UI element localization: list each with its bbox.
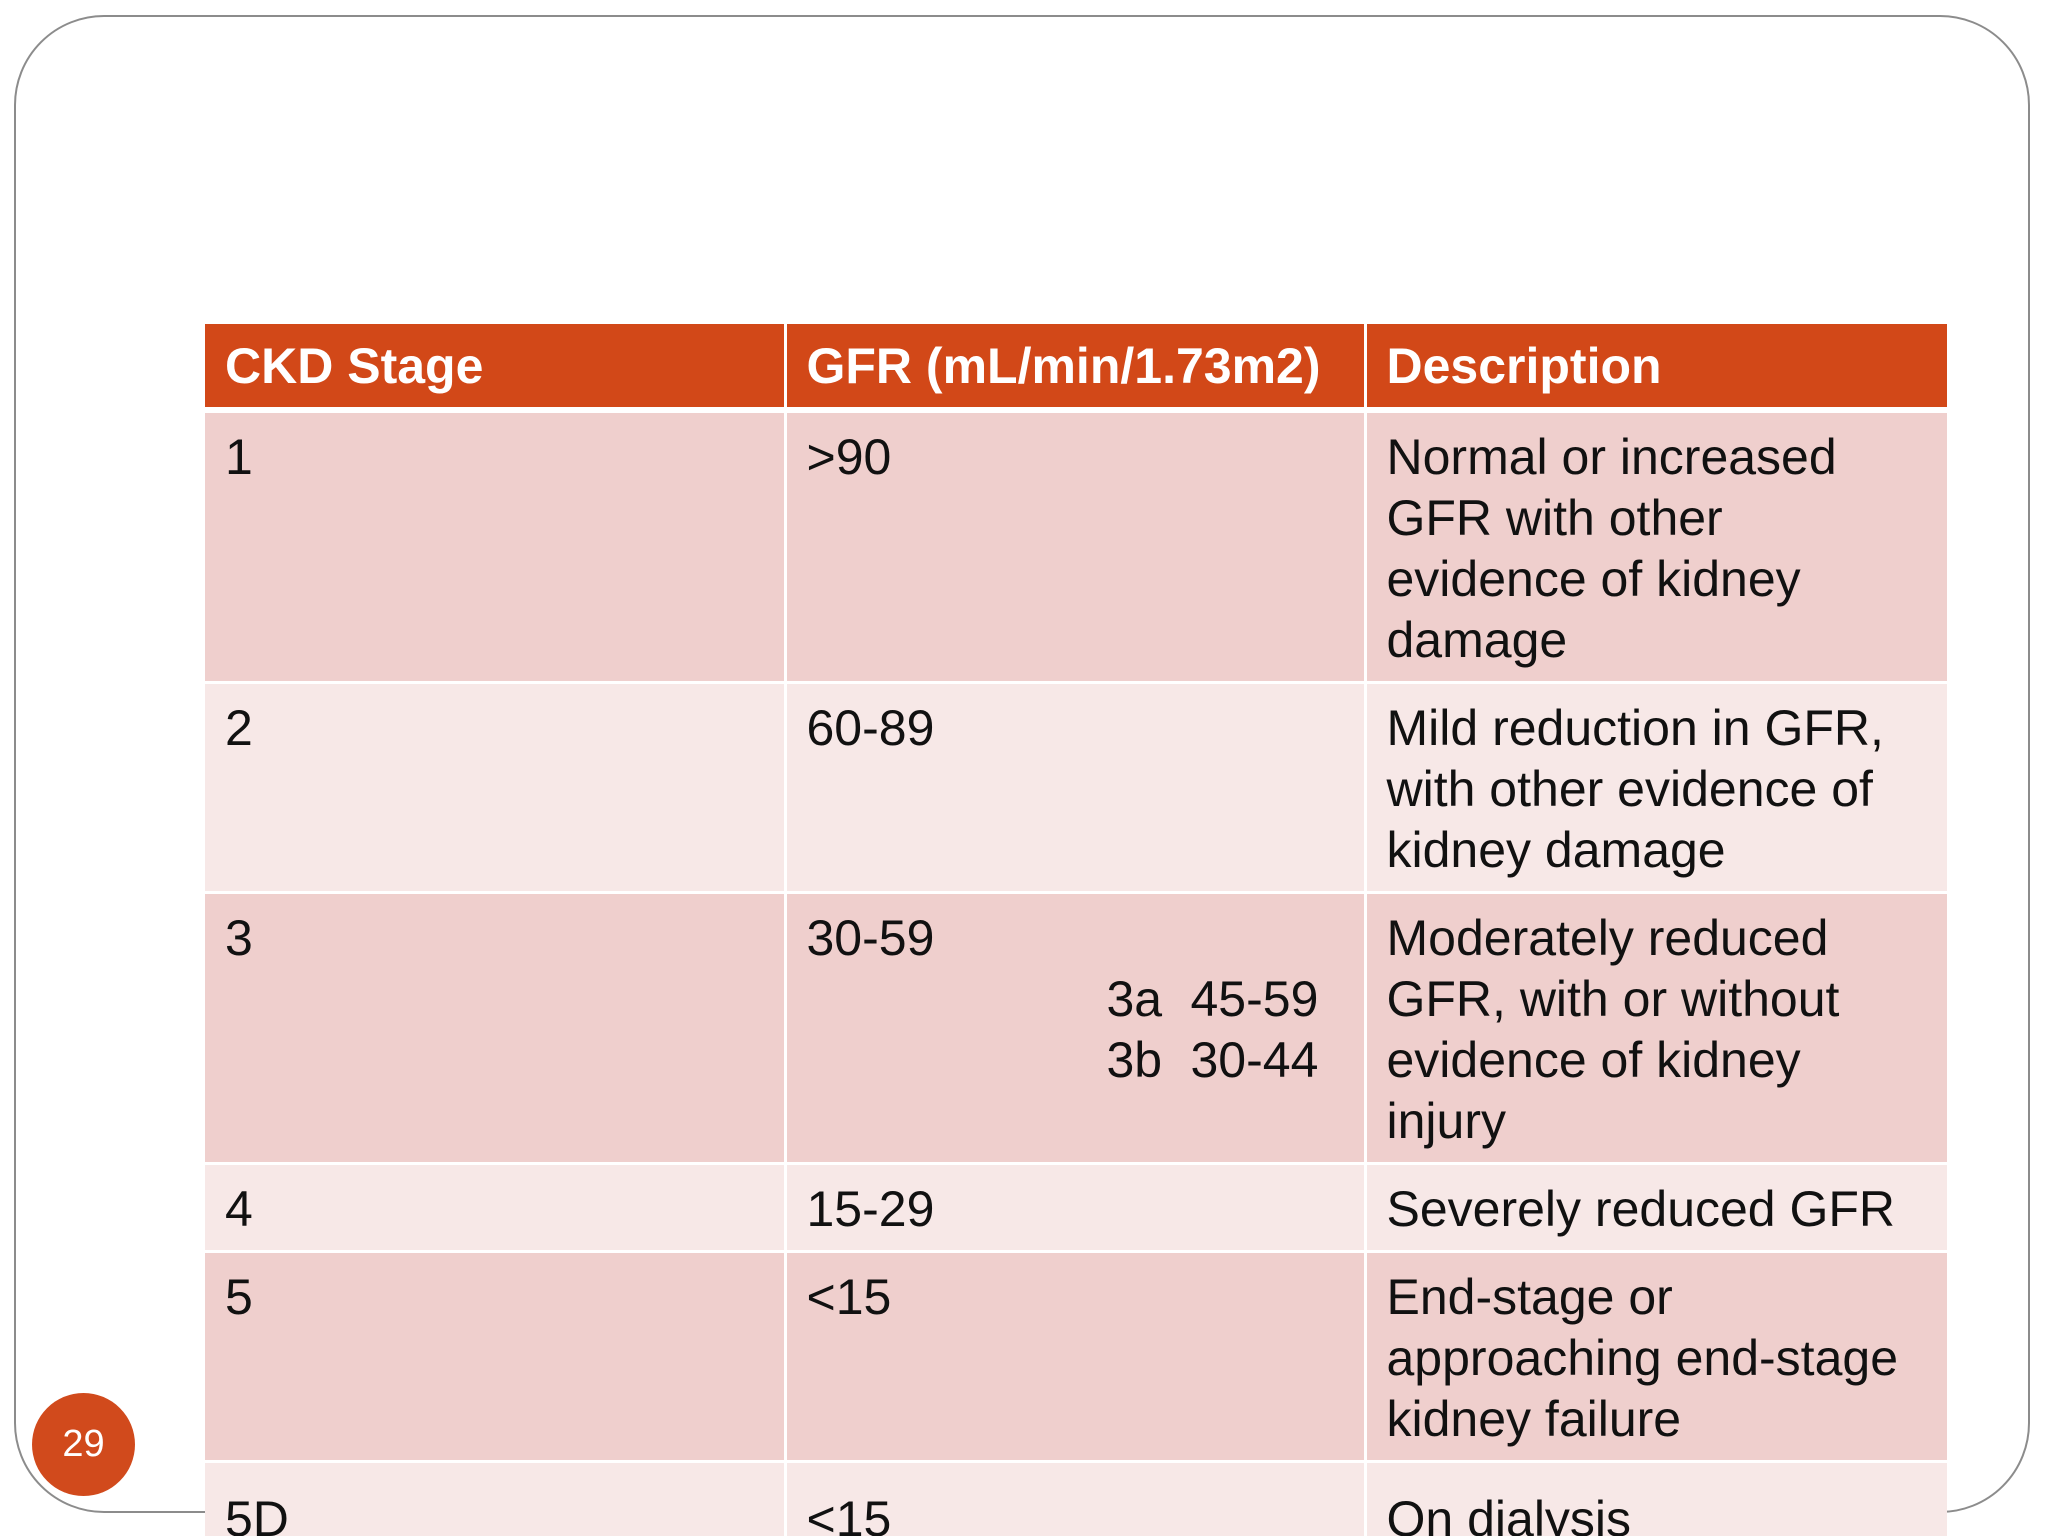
table-row: 1 >90 Normal or increased GFR with other… <box>205 410 1947 684</box>
substage-list: 3a 45-59 3b 30-44 <box>1107 969 1344 1091</box>
table-row: 2 60-89 Mild reduction in GFR, with othe… <box>205 682 1947 894</box>
cell-description: Severely reduced GFR <box>1365 1163 1947 1253</box>
cell-stage: 2 <box>205 682 787 894</box>
substage-gfr: 45-59 <box>1190 971 1319 1027</box>
table-row: 3 30-59 3a 45-59 3b 30-44 Moderately reduc… <box>205 892 1947 1165</box>
cell-gfr: <15 <box>785 1461 1367 1536</box>
header-ckd-stage: CKD Stage <box>205 324 787 413</box>
table-row: 5 <15 End-stage or approaching end-stage… <box>205 1251 1947 1463</box>
cell-stage: 5D <box>205 1461 787 1536</box>
cell-stage: 3 <box>205 892 787 1165</box>
cell-gfr: <15 <box>785 1251 1367 1463</box>
table-row: 4 15-29 Severely reduced GFR <box>205 1163 1947 1253</box>
ckd-stage-table: CKD Stage GFR (mL/min/1.73m2) Descriptio… <box>205 324 1947 1536</box>
table-row: 5D <15 On dialysis <box>205 1461 1947 1536</box>
page-number-badge: 29 <box>32 1393 135 1496</box>
cell-gfr: 60-89 <box>785 682 1367 894</box>
cell-description: End-stage or approaching end-stage kidne… <box>1365 1251 1947 1463</box>
cell-description: Mild reduction in GFR, with other eviden… <box>1365 682 1947 894</box>
cell-description: Moderately reduced GFR, with or without … <box>1365 892 1947 1165</box>
cell-description: Normal or increased GFR with other evide… <box>1365 410 1947 684</box>
substage-label: 3a <box>1106 971 1163 1027</box>
header-gfr: GFR (mL/min/1.73m2) <box>785 324 1367 413</box>
cell-description: On dialysis <box>1365 1461 1947 1536</box>
cell-gfr: 30-59 3a 45-59 3b 30-44 <box>785 892 1367 1165</box>
substage-gfr: 30-44 <box>1190 1032 1319 1088</box>
substage-item: 3a 45-59 <box>1107 969 1344 1030</box>
substage-label: 3b <box>1106 1032 1163 1088</box>
cell-stage: 1 <box>205 410 787 684</box>
cell-stage: 5 <box>205 1251 787 1463</box>
table-header-row: CKD Stage GFR (mL/min/1.73m2) Descriptio… <box>205 324 1947 413</box>
header-description: Description <box>1365 324 1947 413</box>
cell-gfr: >90 <box>785 410 1367 684</box>
gfr-value: 30-59 <box>806 910 935 966</box>
substage-item: 3b 30-44 <box>1107 1030 1344 1091</box>
cell-stage: 4 <box>205 1163 787 1253</box>
cell-gfr: 15-29 <box>785 1163 1367 1253</box>
